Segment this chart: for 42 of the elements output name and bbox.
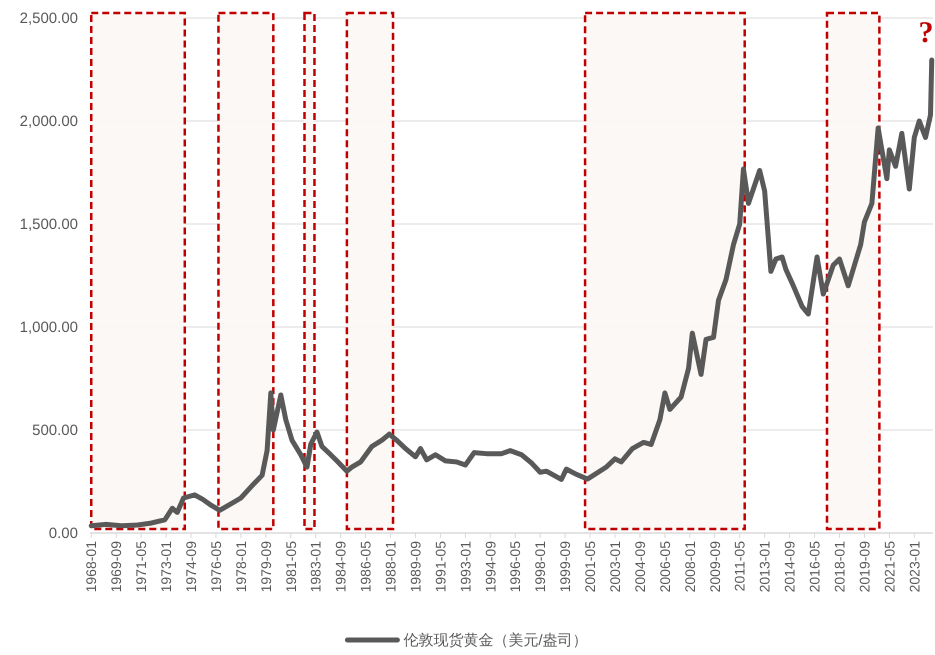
x-tick-label: 1981-05	[282, 540, 299, 592]
y-tick-label: 500.00	[32, 422, 78, 439]
y-tick-label: 2,500.00	[20, 10, 78, 27]
x-tick-label: 1994-09	[482, 540, 498, 592]
x-tick-label: 2014-09	[782, 540, 798, 592]
y-tick-label: 2,000.00	[20, 113, 78, 130]
x-tick-label: 2001-05	[582, 540, 598, 592]
x-tick-label: 1971-05	[133, 540, 150, 592]
x-tick-label: 1976-05	[208, 540, 224, 592]
x-tick-label: 2008-01	[682, 540, 698, 592]
x-tick-label: 2023-01	[906, 540, 922, 592]
x-tick-label: 2004-09	[632, 540, 648, 592]
x-tick-label: 1979-09	[258, 540, 274, 592]
x-tick-label: 2016-05	[806, 540, 823, 592]
x-tick-label: 1968-01	[83, 540, 100, 592]
x-tick-label: 1983-01	[308, 540, 324, 592]
x-tick-label: 2011-05	[732, 540, 748, 592]
y-tick-label: 1,500.00	[20, 216, 78, 233]
x-tick-label: 1999-09	[557, 540, 574, 592]
x-tick-label: 2013-01	[756, 540, 773, 592]
x-tick-label: 2006-05	[656, 540, 673, 592]
x-tick-label: 1991-05	[432, 540, 448, 592]
x-tick-label: 2003-01	[607, 540, 624, 592]
x-tick-label: 2018-01	[831, 540, 848, 592]
x-tick-label: 1984-09	[332, 540, 349, 592]
x-tick-label: 1993-01	[457, 540, 474, 592]
x-tick-label: 1978-01	[232, 540, 249, 592]
y-tick-label: 1,000.00	[20, 319, 78, 336]
x-tick-label: 1974-09	[183, 540, 200, 592]
x-tick-label: 2009-09	[706, 540, 723, 592]
x-tick-label: 2021-05	[881, 540, 898, 592]
y-tick-label: 0.00	[48, 525, 78, 542]
x-tick-label: 1996-05	[507, 540, 524, 592]
x-tick-label: 1998-01	[532, 540, 548, 592]
legend-label: 伦敦现货黄金（美元/盎司）	[403, 632, 588, 649]
x-tick-label: 1986-05	[358, 540, 374, 592]
x-tick-label: 1989-09	[407, 540, 424, 592]
annotation: ?	[918, 16, 934, 49]
x-tick-label: 1973-01	[158, 540, 174, 592]
x-tick-label: 2019-09	[856, 540, 872, 592]
x-tick-label: 1988-01	[382, 540, 399, 592]
x-tick-label: 1969-09	[108, 540, 124, 592]
